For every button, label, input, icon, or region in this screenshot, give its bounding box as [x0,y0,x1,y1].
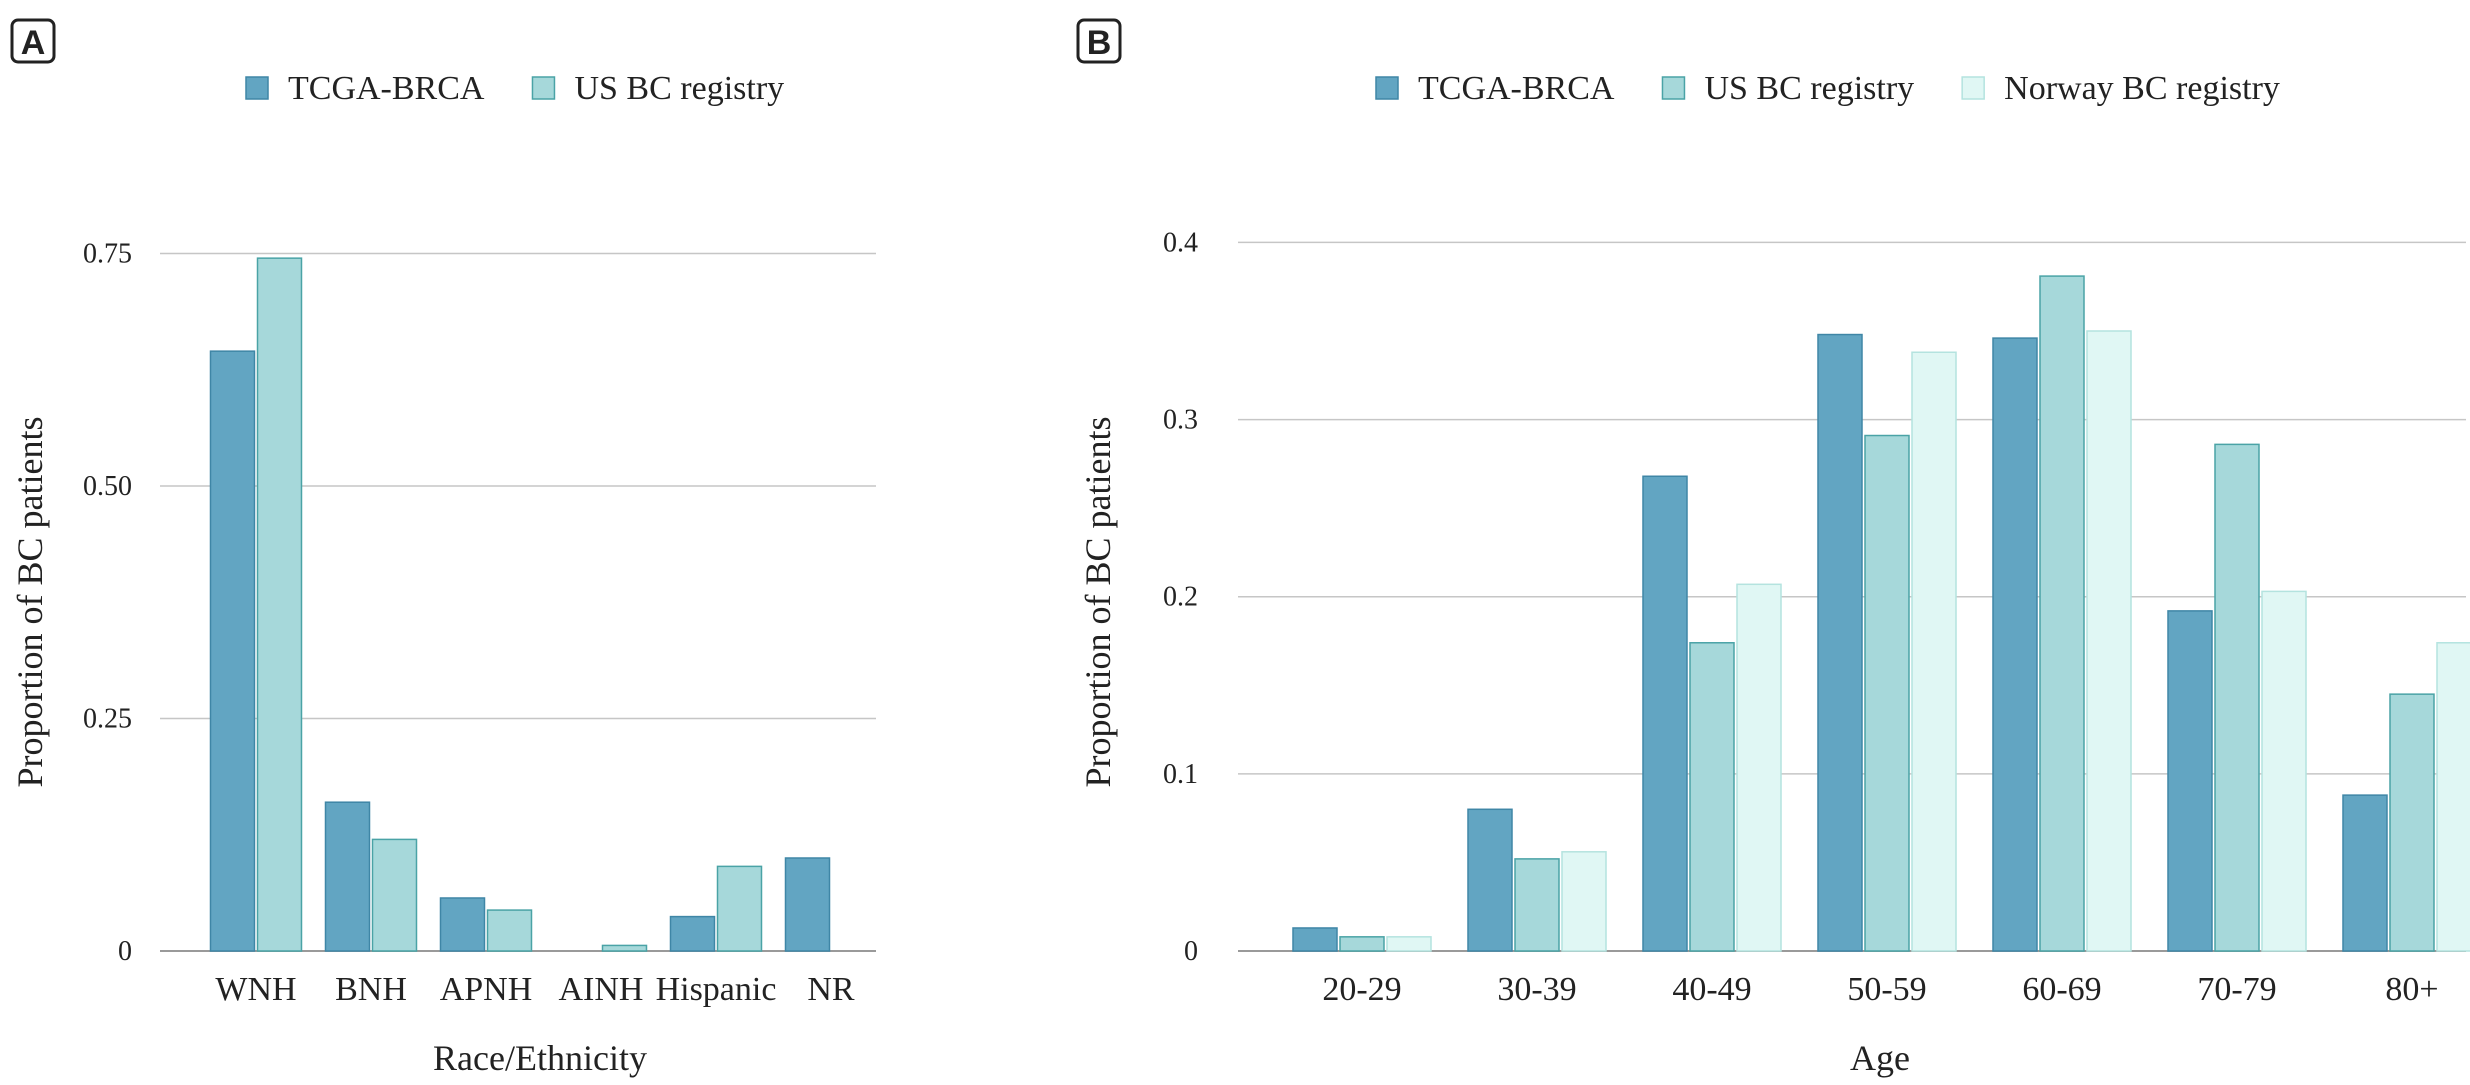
bar-us-bc-registry-80 [2389,693,2435,952]
category-label-wnh: WNH [215,971,296,1008]
legend-label: US BC registry [574,70,784,107]
bar-tcga-brca-hispanic [669,915,716,952]
bar-norway-bc-registry-40-49 [1736,583,1782,952]
legend-item-tcga-brca: TCGA-BRCA [1375,70,1615,107]
panel-a-label: A [21,24,46,62]
panel-b-category-labels: 20-29 30-39 40-49 50-59 60-69 70-79 80+ [1322,971,2438,1008]
category-label-30-39: 30-39 [1497,971,1576,1008]
panel-b-label: B [1087,24,1112,62]
bar-norway-bc-registry-50-59 [1911,351,1957,952]
panel-b-bars [1292,275,2470,952]
y-tick-label: 0.75 [83,239,132,270]
panel-b-x-axis-title: Age [1850,1038,1910,1078]
category-label-20-29: 20-29 [1322,971,1401,1008]
y-tick-label: 0.1 [1163,759,1198,790]
bar-tcga-brca-apnh [439,897,486,952]
category-label-60-69: 60-69 [2022,971,2101,1008]
panel-a-bars [209,257,831,952]
category-label-apnh: APNH [440,971,533,1008]
legend-swatch [531,76,556,100]
bar-us-bc-registry-20-29 [1339,936,1385,952]
bar-us-bc-registry-60-69 [2039,275,2085,952]
bar-norway-bc-registry-70-79 [2261,590,2307,952]
bar-us-bc-registry-wnh [256,257,303,952]
bar-tcga-brca-20-29 [1292,927,1338,952]
panel-b-label-box [1076,18,1122,64]
legend-swatch [1375,76,1399,100]
bar-norway-bc-registry-80 [2436,642,2470,952]
panel-b-age-chart: B TCGA-BRCA US BC registry Norway BC regis… [1076,18,2470,1078]
bar-tcga-brca-40-49 [1642,475,1688,952]
panel-a-y-axis-title: Proportion of BC patients [10,417,50,788]
y-tick-label: 0.50 [83,471,132,502]
bar-tcga-brca-30-39 [1467,808,1513,952]
bar-tcga-brca-60-69 [1992,337,2038,952]
y-tick-label: 0.25 [83,704,132,735]
y-tick-label: 0 [118,936,132,967]
legend-swatch [1961,76,1985,100]
legend-label: Norway BC registry [2004,70,2280,107]
category-label-40-49: 40-49 [1672,971,1751,1008]
category-label-nr: NR [807,971,855,1008]
bar-us-bc-registry-apnh [486,909,533,952]
panel-a-race-ethnicity-chart: A TCGA-BRCA US BC registry 00.250.500.75 … [10,18,876,1078]
legend-item-us-bc-registry: US BC registry [1661,70,1914,107]
legend-label: US BC registry [1704,70,1914,107]
panel-a-category-labels: WNH BNH APNH AINH Hispanic NR [215,971,855,1008]
category-label-70-79: 70-79 [2197,971,2276,1008]
bar-us-bc-registry-40-49 [1689,642,1735,952]
y-tick-label: 0.4 [1163,227,1198,258]
bar-us-bc-registry-bnh [371,838,418,952]
bar-us-bc-registry-70-79 [2214,443,2260,952]
panel-b-y-tick-labels: 0 0.1 0.2 0.3 0.4 [1163,227,1198,967]
category-label-ainh: AINH [559,971,644,1008]
bar-tcga-brca-nr [784,857,831,952]
legend-label: TCGA-BRCA [288,70,485,107]
bar-tcga-brca-50-59 [1817,333,1863,952]
panel-a-legend: TCGA-BRCA US BC registry [245,70,784,107]
category-label-hispanic: Hispanic [656,971,777,1008]
legend-item-us-bc-registry: US BC registry [531,70,784,107]
bar-norway-bc-registry-30-39 [1561,851,1607,952]
bar-us-bc-registry-50-59 [1864,434,1910,952]
panel-a-x-axis-title: Race/Ethnicity [433,1038,647,1078]
panel-b-y-axis-title: Proportion of BC patients [1078,417,1118,788]
legend-label: TCGA-BRCA [1418,70,1615,107]
bar-tcga-brca-80 [2342,794,2388,952]
category-label-50-59: 50-59 [1847,971,1926,1008]
bar-norway-bc-registry-60-69 [2086,330,2132,952]
bar-norway-bc-registry-20-29 [1386,936,1432,952]
category-label-80: 80+ [2385,971,2438,1008]
legend-item-tcga-brca: TCGA-BRCA [245,70,485,107]
bar-tcga-brca-70-79 [2167,610,2213,952]
y-tick-label: 0.3 [1163,405,1198,436]
panel-a-y-tick-labels: 0 0.25 0.50 0.75 [83,239,132,968]
legend-swatch [245,76,269,100]
legend-swatch [1661,76,1686,100]
bar-tcga-brca-bnh [324,801,371,952]
bar-tcga-brca-wnh [209,350,256,952]
legend-item-norway-bc-registry: Norway BC registry [1961,70,2280,107]
bar-us-bc-registry-hispanic [716,865,763,952]
category-label-bnh: BNH [335,971,407,1008]
y-tick-label: 0 [1184,936,1198,967]
bar-us-bc-registry-30-39 [1514,858,1560,952]
bar-us-bc-registry-ainh [601,944,648,952]
panel-b-legend: TCGA-BRCA US BC registry Norway BC registr… [1375,70,2280,107]
panel-a-label-box [10,18,56,64]
y-tick-label: 0.2 [1163,582,1198,613]
